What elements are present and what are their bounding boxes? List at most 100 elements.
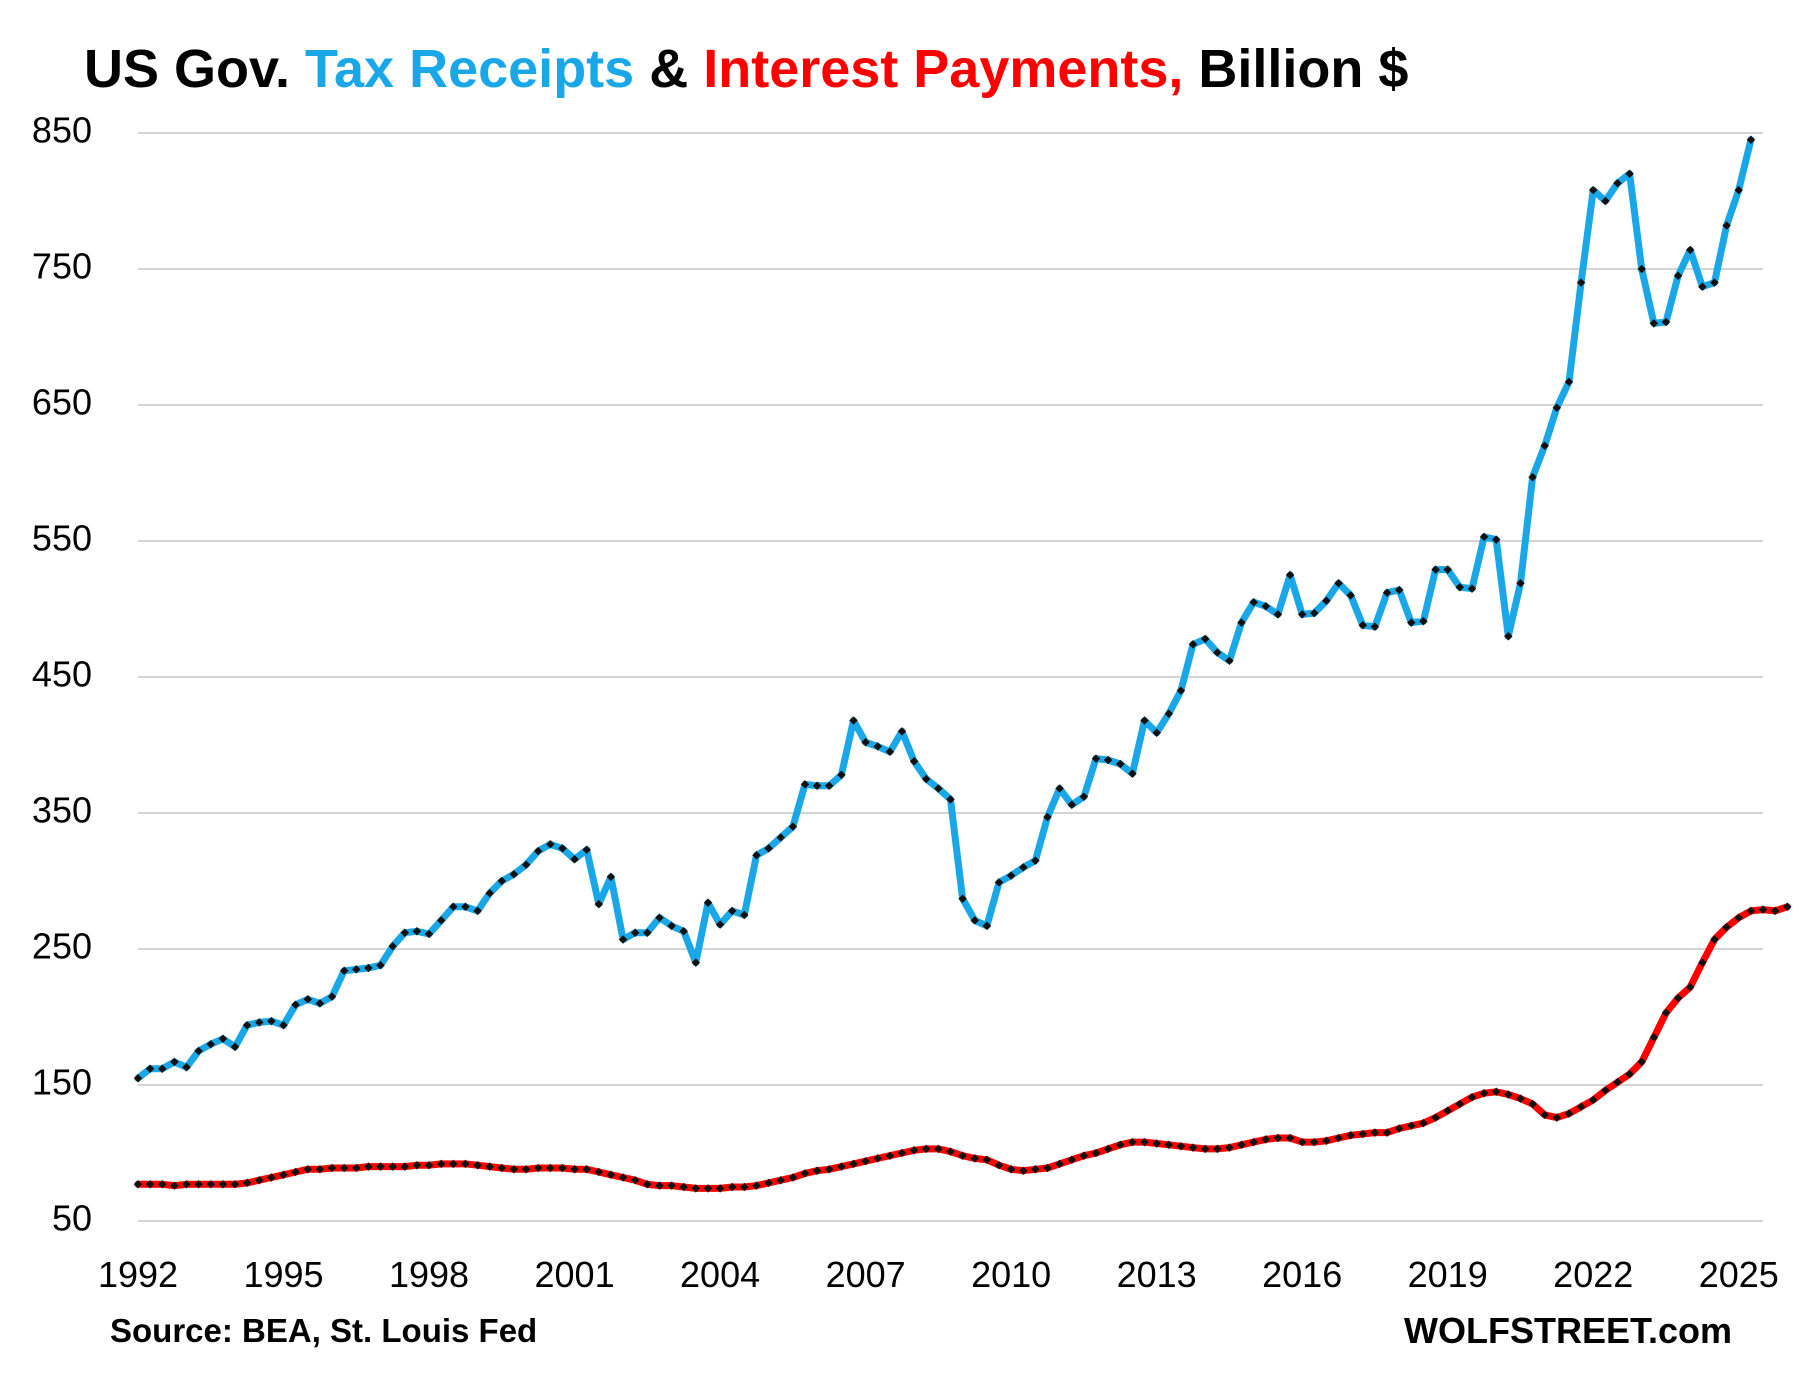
data-point [1346, 591, 1355, 600]
data-point [1479, 532, 1489, 542]
data-point [921, 774, 931, 784]
data-point [824, 1165, 834, 1174]
data-point [934, 784, 943, 793]
data-point [982, 1155, 992, 1165]
data-point [1322, 1136, 1331, 1146]
data-point [752, 850, 761, 860]
data-point [1140, 716, 1149, 725]
data-point [1116, 759, 1125, 769]
data-point [1758, 905, 1768, 914]
data-point [461, 1159, 470, 1169]
data-point [1091, 754, 1101, 763]
data-point [643, 1180, 652, 1189]
data-point [376, 1162, 385, 1171]
data-point [1273, 610, 1283, 619]
series-markers [133, 135, 1792, 1193]
data-point [1261, 602, 1271, 611]
data-point [1067, 1155, 1077, 1165]
data-point [1334, 578, 1343, 588]
data-point [570, 1165, 579, 1174]
data-point [606, 1170, 616, 1180]
data-point [1685, 982, 1695, 992]
x-axis-ticks: 1992 1995 1998 2001 2004 2007 2010 2013 2016 2019… [98, 1254, 1779, 1295]
data-point [1019, 1166, 1028, 1175]
data-point [1394, 585, 1404, 595]
data-point [1261, 1135, 1271, 1144]
data-point [873, 1154, 882, 1163]
data-point [1188, 1143, 1198, 1152]
data-point [1649, 1033, 1659, 1042]
data-point [1188, 640, 1198, 649]
data-point [1528, 472, 1537, 482]
data-point [679, 1182, 688, 1192]
data-point [776, 833, 785, 842]
data-point [1237, 1140, 1246, 1150]
data-point [691, 958, 701, 967]
data-point [752, 1181, 761, 1190]
data-point [897, 727, 907, 736]
data-point [824, 781, 834, 791]
data-point [1491, 1087, 1501, 1097]
data-point [533, 846, 543, 856]
data-point [1176, 686, 1186, 695]
data-point [618, 935, 628, 944]
data-point [1116, 1140, 1125, 1150]
title-part-1: US Gov. [84, 39, 306, 99]
data-point [400, 928, 410, 937]
data-point [424, 929, 434, 939]
data-point [327, 1163, 337, 1173]
data-point [449, 1159, 458, 1169]
data-point [1479, 1088, 1489, 1098]
data-point [255, 1175, 264, 1185]
data-point [849, 1159, 858, 1169]
data-point [1213, 1144, 1222, 1154]
data-point [1370, 622, 1380, 631]
data-point [1031, 1165, 1040, 1174]
y-tick-label: 550 [32, 518, 92, 559]
data-point [667, 1181, 676, 1190]
data-point [667, 921, 676, 931]
data-point [473, 1160, 482, 1170]
data-point [958, 1151, 967, 1160]
data-point [1006, 871, 1016, 880]
data-point [1152, 728, 1161, 738]
data-point [655, 1181, 664, 1190]
data-point [1661, 1008, 1671, 1018]
data-point [1164, 709, 1174, 718]
data-point [655, 913, 664, 922]
data-point [1431, 1113, 1440, 1122]
data-point [388, 1162, 397, 1171]
data-point [1273, 1133, 1283, 1143]
data-point [1031, 856, 1040, 865]
data-point [885, 1151, 895, 1160]
y-tick-label: 350 [32, 790, 92, 831]
data-point [1637, 264, 1646, 274]
data-point [242, 1020, 252, 1030]
data-point [1128, 769, 1137, 778]
data-point [1370, 1128, 1380, 1137]
data-point [1722, 922, 1731, 932]
data-point [1746, 906, 1756, 916]
data-point [412, 1160, 422, 1170]
x-tick-label: 2007 [826, 1254, 906, 1295]
x-tick-label: 1995 [243, 1254, 323, 1295]
y-tick-label: 450 [32, 654, 92, 695]
data-point [1467, 584, 1477, 593]
data-point [1103, 755, 1113, 765]
data-point [509, 869, 519, 879]
data-point [1770, 906, 1780, 916]
data-point [1673, 993, 1683, 1003]
data-point [1564, 377, 1574, 387]
data-point [1249, 1137, 1258, 1147]
data-point [255, 1018, 264, 1027]
y-tick-label: 750 [32, 246, 92, 287]
data-point [958, 894, 967, 903]
data-point [1407, 1121, 1416, 1131]
x-tick-label: 2025 [1699, 1254, 1779, 1295]
data-point [1673, 271, 1683, 281]
data-point [497, 876, 507, 886]
data-point [388, 942, 397, 951]
data-point [1249, 597, 1258, 607]
data-point [1710, 935, 1719, 944]
data-point [764, 844, 773, 853]
